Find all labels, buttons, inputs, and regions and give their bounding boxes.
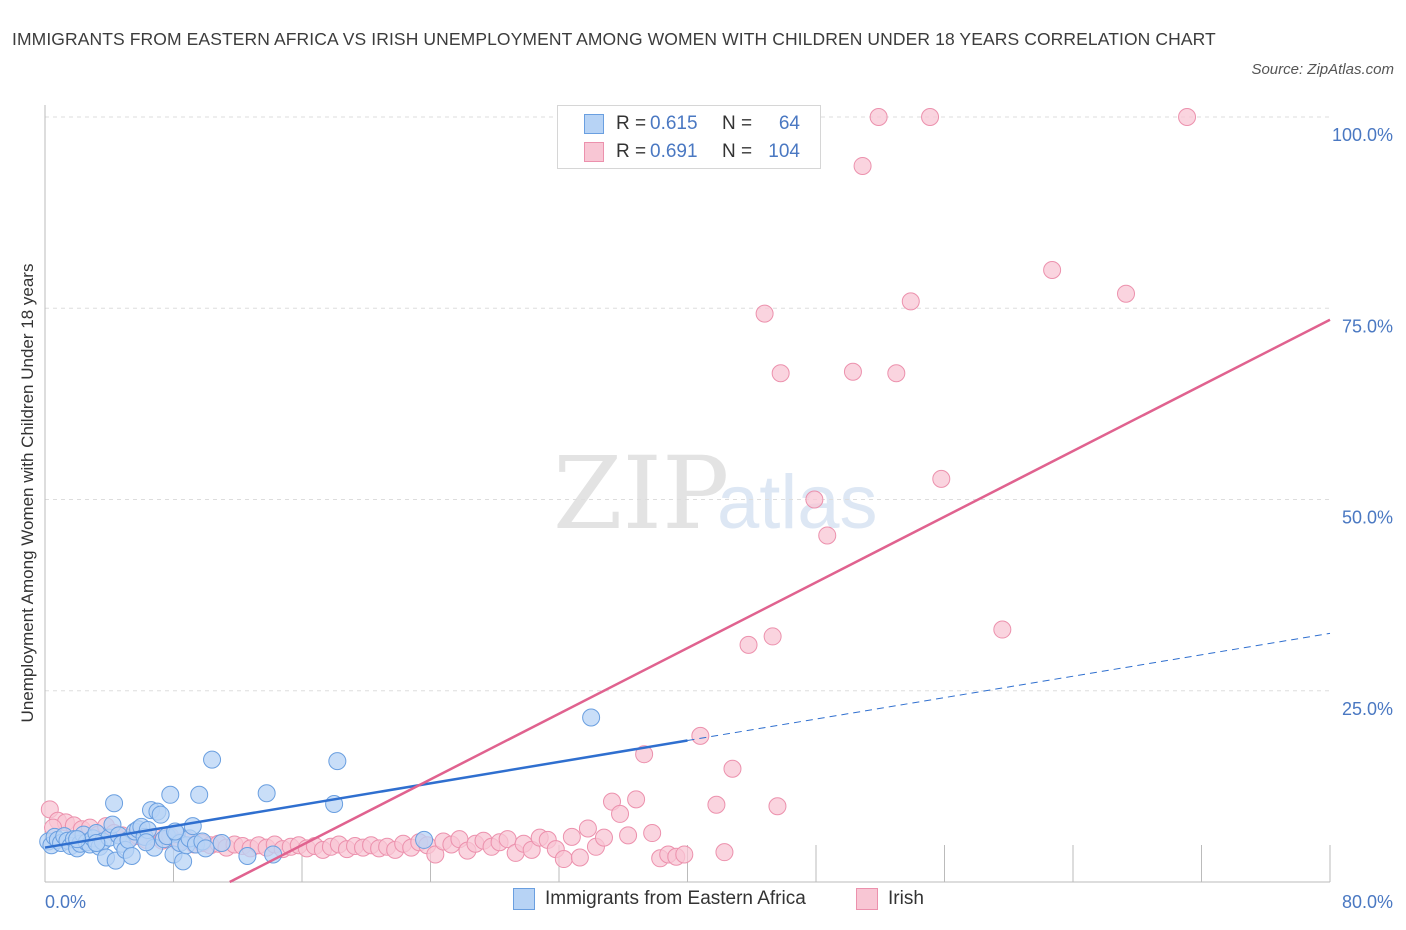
legend-r-value: 0.615 [650, 113, 698, 134]
irish-point [1117, 284, 1136, 303]
irish-point [1178, 108, 1197, 126]
x-tick-labels: 0.0% 80.0% [45, 892, 1393, 912]
irish-point [1043, 261, 1062, 279]
y-tick-label: 25.0% [1342, 699, 1393, 719]
y-axis-label: Unemployment Among Women with Children U… [18, 264, 37, 723]
legend-r-label: R = [616, 141, 647, 162]
irish-point [755, 304, 774, 323]
legend-n-value: 64 [778, 113, 800, 134]
bottom-legend-eastern-africa: Immigrants from Eastern Africa [513, 888, 806, 910]
irish-point [887, 364, 906, 383]
irish-trend-line [229, 318, 1331, 884]
legend-swatch-eastern-africa [584, 114, 604, 134]
irish-point [635, 745, 654, 764]
eastern-africa-point [151, 805, 170, 824]
eastern-africa-point [122, 846, 141, 865]
irish-point [675, 845, 694, 864]
irish-point [554, 850, 573, 869]
eastern-africa-point [190, 785, 209, 804]
y-tick-label: 75.0% [1342, 316, 1393, 336]
eastern-africa-point [212, 833, 231, 852]
irish-point [901, 292, 920, 311]
eastern-africa-point [105, 794, 124, 813]
x-tick-label: 80.0% [1342, 892, 1393, 912]
legend-box: R = 0.615 N = 64 R = 0.691 N = 104 [557, 105, 821, 169]
irish-point [768, 797, 787, 816]
legend-r-value: 0.691 [650, 141, 698, 162]
irish-point [643, 824, 662, 843]
irish-point [426, 845, 445, 864]
bottom-legend-label-irish: Irish [888, 888, 924, 909]
irish-point [627, 790, 646, 809]
bottom-legend-swatch-eastern-africa [513, 888, 535, 910]
bottom-legend-irish: Irish [856, 888, 924, 910]
eastern-africa-point [328, 752, 347, 771]
irish-point [715, 843, 734, 862]
eastern-africa-point [415, 830, 434, 849]
y-tick-label: 100.0% [1332, 125, 1393, 145]
eastern-africa-point [203, 750, 222, 769]
eastern-africa-point [238, 846, 257, 865]
irish-point [921, 108, 940, 126]
irish-point [578, 819, 597, 838]
grid [45, 116, 1330, 692]
irish-point [691, 726, 710, 745]
legend-row-eastern-africa: R = 0.615 N = 64 [584, 111, 800, 137]
legend-n-label: N = [722, 141, 753, 162]
legend-swatch-irish [584, 142, 604, 162]
chart-title: IMMIGRANTS FROM EASTERN AFRICA VS IRISH … [12, 29, 1216, 49]
eastern-africa-point [196, 839, 215, 858]
irish-point [611, 804, 630, 823]
eastern-africa-point [137, 833, 156, 852]
bottom-legend-swatch-irish [856, 888, 878, 910]
irish-point [594, 828, 613, 847]
irish-point [818, 526, 837, 545]
irish-point [739, 635, 758, 654]
eastern-africa-trend-line [44, 739, 688, 849]
y-tick-labels: 25.0% 50.0% 75.0% 100.0% [1332, 125, 1393, 719]
irish-point [562, 827, 581, 846]
irish-point [771, 364, 790, 383]
watermark-atlas: atlas [717, 460, 878, 545]
irish-point [853, 156, 872, 175]
irish-point [763, 627, 782, 646]
irish-point [707, 795, 726, 814]
legend-n-value: 104 [768, 141, 800, 162]
irish-point [843, 362, 862, 381]
legend-r-label: R = [616, 113, 647, 134]
irish-point [869, 108, 888, 126]
irish-point [570, 848, 589, 867]
y-tick-label: 50.0% [1342, 508, 1393, 528]
legend-n-label: N = [722, 113, 753, 134]
trend-lines [44, 318, 1331, 884]
irish-point [993, 620, 1012, 639]
eastern-africa-point [257, 784, 276, 803]
watermark-zip: ZIP [553, 435, 729, 552]
bottom-legend-label-eastern-africa: Immigrants from Eastern Africa [545, 888, 806, 909]
eastern-africa-point [68, 830, 87, 849]
irish-point [619, 826, 638, 845]
legend-row-irish: R = 0.691 N = 104 [584, 139, 800, 165]
eastern-africa-point [174, 852, 193, 871]
watermark: ZIP atlas [553, 435, 878, 552]
eastern-africa-point [183, 817, 202, 836]
irish-point [723, 759, 742, 778]
chart-source: Source: ZipAtlas.com [1251, 61, 1394, 78]
x-tick-label: 0.0% [45, 892, 86, 912]
eastern-africa-point [161, 785, 180, 804]
eastern-africa-trend-extension [687, 632, 1331, 741]
eastern-africa-point [582, 708, 601, 727]
irish-points [40, 108, 1197, 869]
irish-point [805, 490, 824, 509]
irish-point [932, 469, 951, 488]
